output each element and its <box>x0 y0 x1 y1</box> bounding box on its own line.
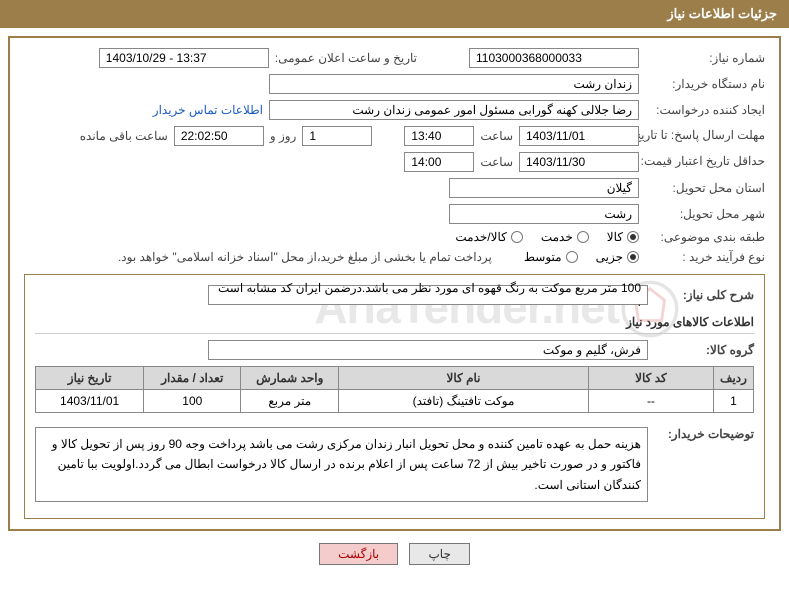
public-announce-label: تاریخ و ساعت اعلان عمومی: <box>275 51 417 65</box>
time-label-1: ساعت <box>480 129 513 143</box>
buyer-notes-label: توضیحات خریدار: <box>654 421 754 441</box>
button-row: چاپ بازگشت <box>0 543 789 565</box>
radio-service[interactable] <box>577 231 589 243</box>
th-name: نام کالا <box>339 367 589 390</box>
purchase-type-radio-group: جزیی متوسط <box>524 250 639 264</box>
buyer-contact-link[interactable]: اطلاعات تماس خریدار <box>153 103 263 117</box>
deadline-time: 13:40 <box>404 126 474 146</box>
goods-group-label: گروه کالا: <box>654 343 754 357</box>
province-label: استان محل تحویل: <box>645 181 765 195</box>
row-buyer-org: نام دستگاه خریدار: زندان رشت <box>24 74 765 94</box>
purchase-type-label: نوع فرآیند خرید : <box>645 250 765 264</box>
th-qty: تعداد / مقدار <box>144 367 241 390</box>
public-announce-value: 1403/10/29 - 13:37 <box>99 48 269 68</box>
requester-label: ایجاد کننده درخواست: <box>645 103 765 117</box>
city-value: رشت <box>449 204 639 224</box>
goods-table: ردیف کد کالا نام کالا واحد شمارش تعداد /… <box>35 366 754 413</box>
general-desc-label: شرح کلی نیاز: <box>654 288 754 302</box>
need-number-value: 1103000368000033 <box>469 48 639 68</box>
main-panel: شماره نیاز: 1103000368000033 تاریخ و ساع… <box>8 36 781 531</box>
row-province: استان محل تحویل: گیلان <box>24 178 765 198</box>
radio-item-goods[interactable]: کالا <box>607 230 639 244</box>
goods-section-title: اطلاعات کالاهای مورد نیاز <box>35 315 754 334</box>
row-buyer-notes: توضیحات خریدار: هزینه حمل به عهده تامین … <box>35 421 754 502</box>
cell-qty: 100 <box>144 390 241 413</box>
city-label: شهر محل تحویل: <box>645 207 765 221</box>
radio-item-medium[interactable]: متوسط <box>524 250 578 264</box>
row-validity: حداقل تاریخ اعتبار قیمت: تا تاریخ: 1403/… <box>24 152 765 172</box>
radio-item-goods-service[interactable]: کالا/خدمت <box>455 230 522 244</box>
buyer-org-label: نام دستگاه خریدار: <box>645 77 765 91</box>
th-code: کد کالا <box>588 367 713 390</box>
radio-small[interactable] <box>627 251 639 263</box>
row-purchase-type: نوع فرآیند خرید : جزیی متوسط پرداخت تمام… <box>24 250 765 264</box>
table-header-row: ردیف کد کالا نام کالا واحد شمارش تعداد /… <box>36 367 754 390</box>
general-desc-value: 100 متر مربع موکت به رنگ قهوه ای مورد نظ… <box>208 285 648 305</box>
validity-time: 14:00 <box>404 152 474 172</box>
page-title: جزئیات اطلاعات نیاز <box>667 6 777 21</box>
th-row: ردیف <box>714 367 754 390</box>
radio-small-label: جزیی <box>596 250 623 264</box>
print-button[interactable]: چاپ <box>409 543 469 565</box>
inner-panel: شرح کلی نیاز: 100 متر مربع موکت به رنگ ق… <box>24 274 765 519</box>
need-number-label: شماره نیاز: <box>645 51 765 65</box>
back-button[interactable]: بازگشت <box>319 543 398 565</box>
row-goods-group: گروه کالا: فرش، گلیم و موکت <box>35 340 754 360</box>
radio-goods-label: کالا <box>607 230 623 244</box>
radio-item-small[interactable]: جزیی <box>596 250 639 264</box>
th-unit: واحد شمارش <box>241 367 339 390</box>
th-date: تاریخ نیاز <box>36 367 144 390</box>
category-radio-group: کالا خدمت کالا/خدمت <box>455 230 639 244</box>
payment-note: پرداخت تمام یا بخشی از مبلغ خرید،از محل … <box>118 250 492 264</box>
countdown: 22:02:50 <box>174 126 264 146</box>
time-label-2: ساعت <box>480 155 513 169</box>
category-label: طبقه بندی موضوعی: <box>645 230 765 244</box>
row-requester: ایجاد کننده درخواست: رضا جلالی کهنه گورا… <box>24 100 765 120</box>
row-need-number: شماره نیاز: 1103000368000033 تاریخ و ساع… <box>24 48 765 68</box>
validity-label: حداقل تاریخ اعتبار قیمت: تا تاریخ: <box>645 154 765 170</box>
days-remaining: 1 <box>302 126 372 146</box>
validity-date: 1403/11/30 <box>519 152 639 172</box>
radio-service-label: خدمت <box>541 230 573 244</box>
buyer-org-value: زندان رشت <box>269 74 639 94</box>
goods-group-value: فرش، گلیم و موکت <box>208 340 648 360</box>
cell-unit: متر مربع <box>241 390 339 413</box>
radio-item-service[interactable]: خدمت <box>541 230 589 244</box>
province-value: گیلان <box>449 178 639 198</box>
row-deadline: مهلت ارسال پاسخ: تا تاریخ: 1403/11/01 سا… <box>24 126 765 146</box>
header-bar: جزئیات اطلاعات نیاز <box>0 0 789 28</box>
cell-code: -- <box>588 390 713 413</box>
deadline-date: 1403/11/01 <box>519 126 639 146</box>
cell-row: 1 <box>714 390 754 413</box>
radio-goods[interactable] <box>627 231 639 243</box>
remaining-label: ساعت باقی مانده <box>80 129 168 143</box>
deadline-label: مهلت ارسال پاسخ: تا تاریخ: <box>645 128 765 144</box>
cell-name: موکت تافتینگ (تافتد) <box>339 390 589 413</box>
days-and-label: روز و <box>270 129 297 143</box>
row-category: طبقه بندی موضوعی: کالا خدمت کالا/خدمت <box>24 230 765 244</box>
radio-goods-service-label: کالا/خدمت <box>455 230 506 244</box>
row-city: شهر محل تحویل: رشت <box>24 204 765 224</box>
cell-date: 1403/11/01 <box>36 390 144 413</box>
requester-value: رضا جلالی کهنه گورابی مسئول امور عمومی ز… <box>269 100 639 120</box>
row-general-desc: شرح کلی نیاز: 100 متر مربع موکت به رنگ ق… <box>35 285 754 305</box>
radio-medium-label: متوسط <box>524 250 562 264</box>
radio-goods-service[interactable] <box>511 231 523 243</box>
buyer-notes-value: هزینه حمل به عهده تامین کننده و محل تحوی… <box>35 427 648 502</box>
radio-medium[interactable] <box>566 251 578 263</box>
table-row: 1 -- موکت تافتینگ (تافتد) متر مربع 100 1… <box>36 390 754 413</box>
